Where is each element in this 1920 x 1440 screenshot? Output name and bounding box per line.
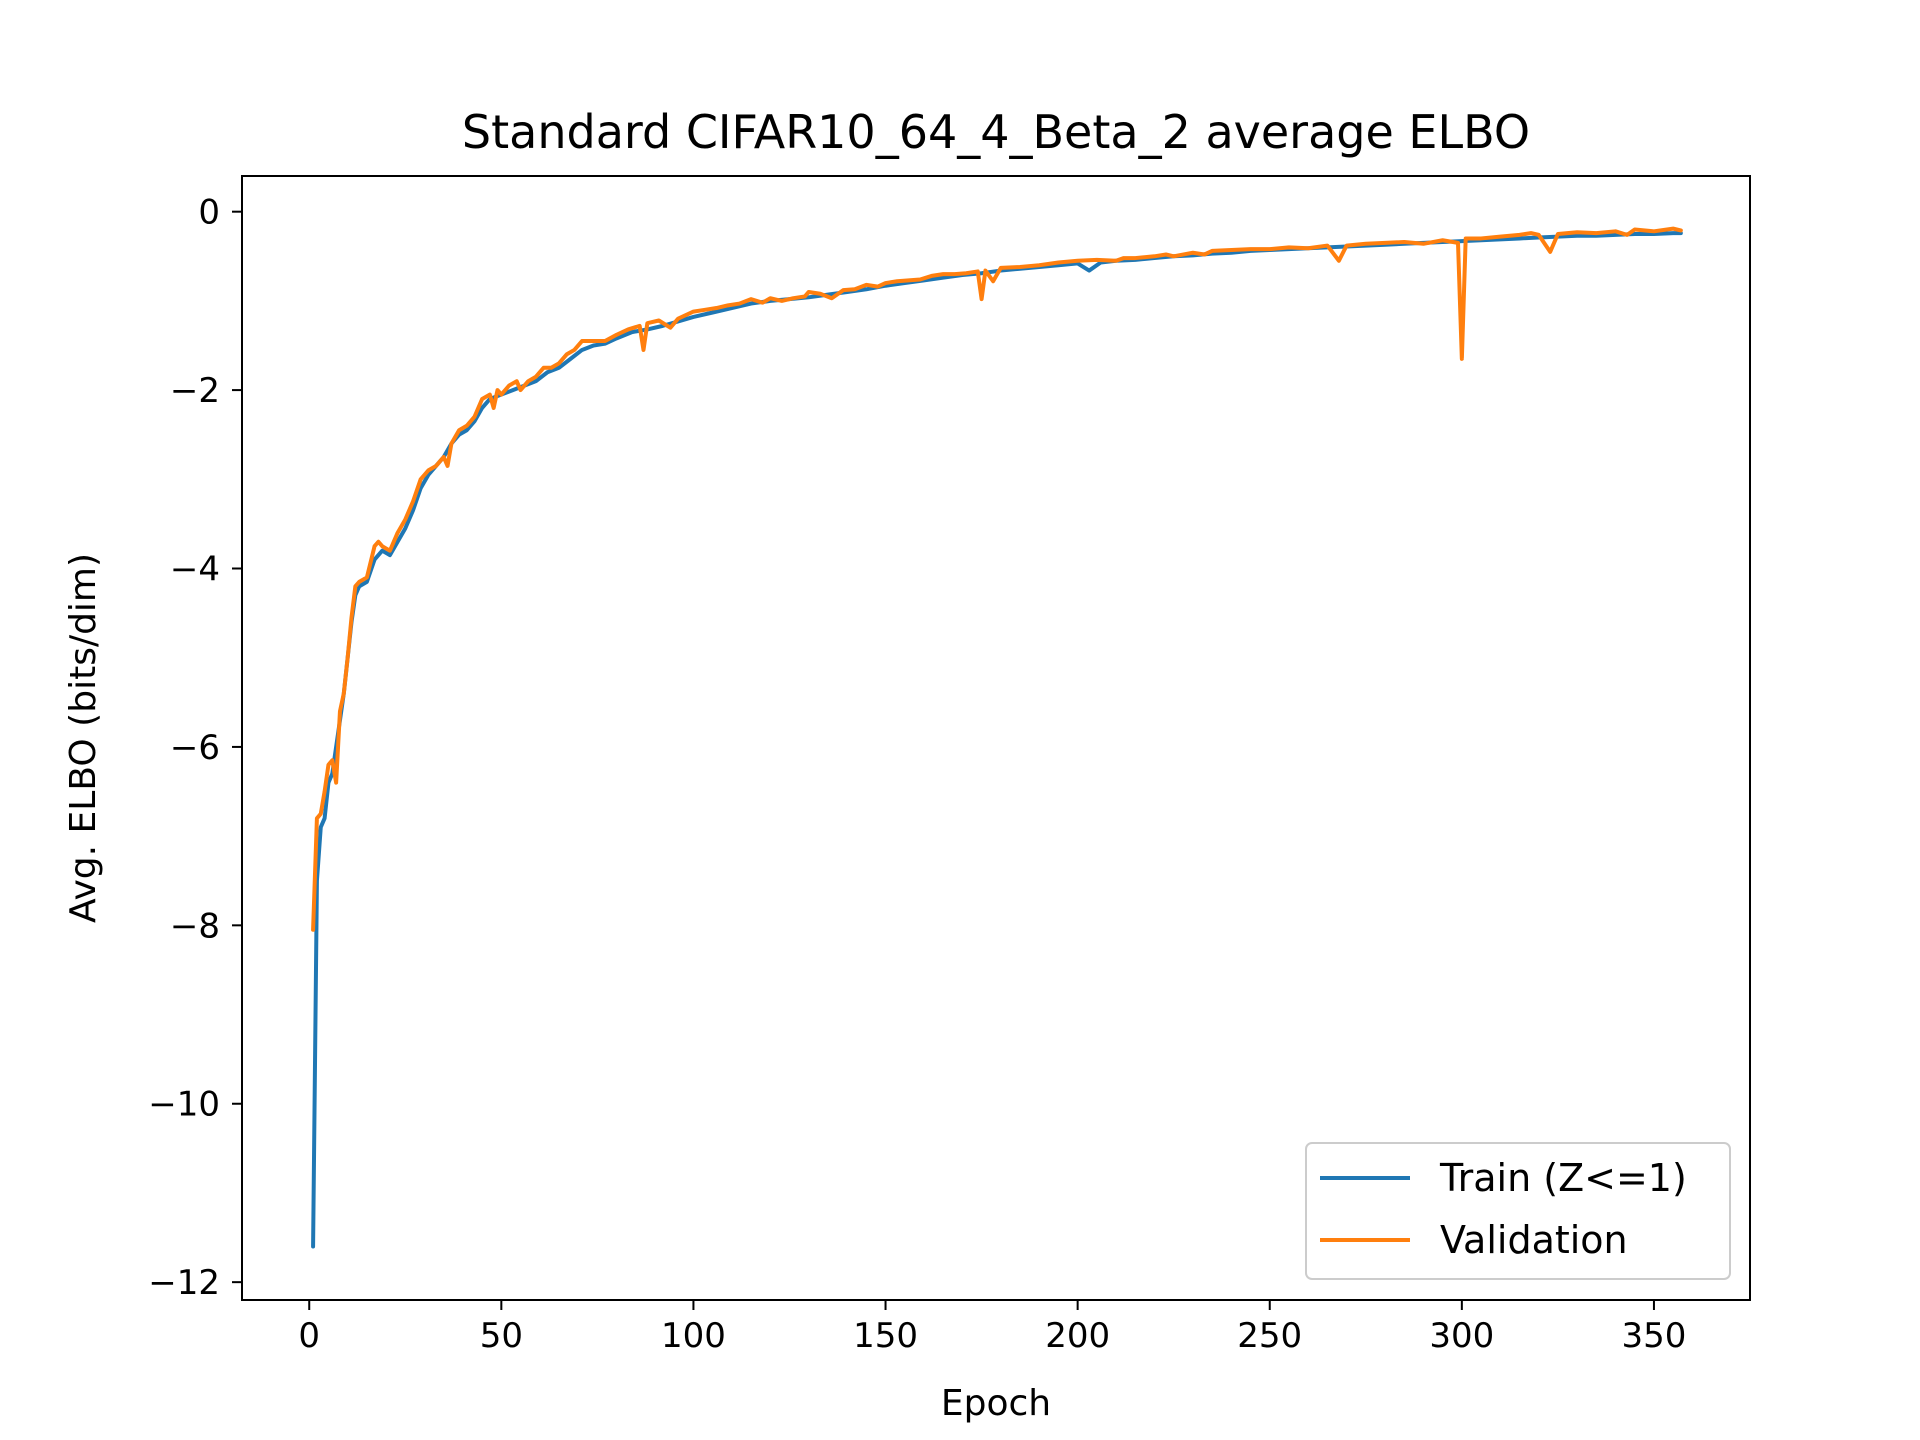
x-tick-label: 100 <box>661 1316 726 1356</box>
y-tick-label: −4 <box>170 550 220 590</box>
x-tick-label: 300 <box>1429 1316 1494 1356</box>
legend: Train (Z<=1) Validation <box>1305 1142 1731 1280</box>
y-tick-label: −12 <box>148 1263 220 1303</box>
series-layer <box>311 226 1683 1249</box>
x-tick-label: 200 <box>1045 1316 1110 1356</box>
plot-area <box>241 175 1751 1301</box>
x-tick-label: 50 <box>480 1316 523 1356</box>
y-tick-label: −6 <box>170 728 220 768</box>
x-axis-ticks: 0 50 100 150 200 250 300 350 <box>298 1300 1686 1356</box>
y-tick-label: −2 <box>170 371 220 411</box>
x-tick-label: 350 <box>1621 1316 1686 1356</box>
x-tick-label: 250 <box>1237 1316 1302 1356</box>
y-tick-label: −10 <box>148 1085 220 1125</box>
legend-label-validation: Validation <box>1440 1218 1628 1262</box>
y-axis-ticks: 0 −2 −4 −6 −8 −10 −12 <box>148 193 242 1303</box>
y-tick-label: −8 <box>170 906 220 946</box>
chart-title: Standard CIFAR10_64_4_Beta_2 average ELB… <box>462 105 1530 159</box>
series-line-validation <box>311 226 1683 932</box>
x-tick-label: 0 <box>298 1316 320 1356</box>
x-tick-label: 150 <box>853 1316 918 1356</box>
legend-box <box>1305 1142 1731 1280</box>
y-tick-label: 0 <box>198 193 220 233</box>
x-axis-label: Epoch <box>941 1383 1051 1424</box>
plot-frame <box>241 175 1751 1301</box>
y-axis-label: Avg. ELBO (bits/dim) <box>63 553 104 923</box>
legend-label-train: Train (Z<=1) <box>1439 1156 1687 1200</box>
